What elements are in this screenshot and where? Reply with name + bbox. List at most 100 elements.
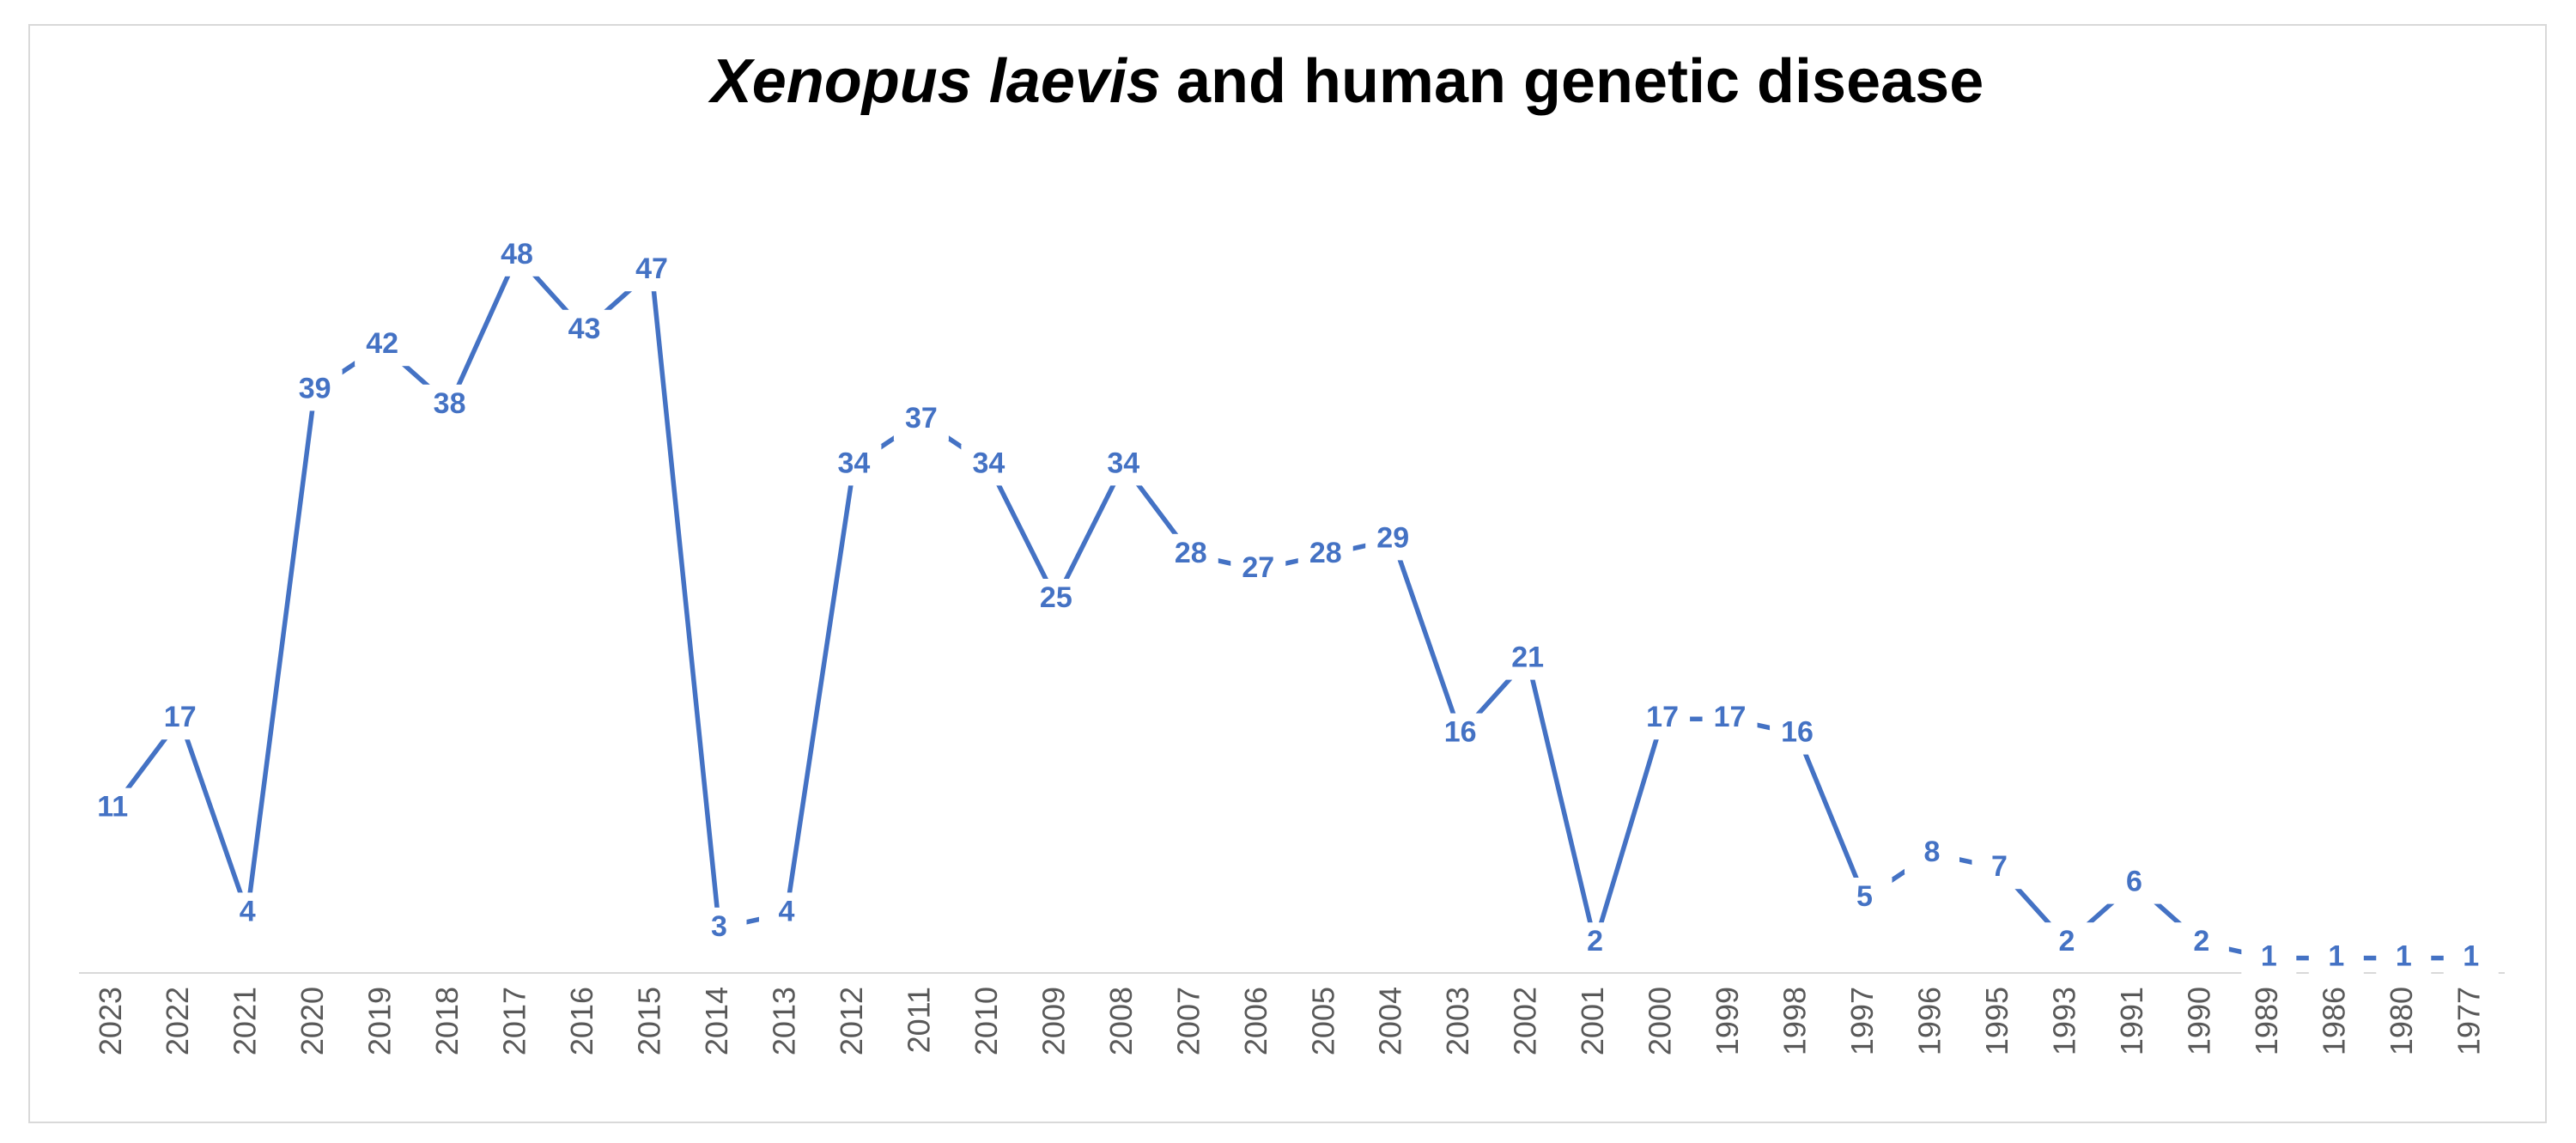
data-label: 43 xyxy=(568,313,601,345)
data-label: 1 xyxy=(2328,940,2344,973)
data-label: 3 xyxy=(711,910,727,943)
label-bg xyxy=(1096,444,1151,486)
label-bg xyxy=(826,444,882,486)
x-tick-label: 1995 xyxy=(1979,987,2014,1055)
data-label: 2 xyxy=(2058,925,2075,958)
label-bg xyxy=(2308,937,2364,979)
data-label: 28 xyxy=(1175,537,1207,569)
x-tick-label: 2020 xyxy=(295,987,330,1055)
x-tick-label: 2013 xyxy=(766,987,801,1055)
label-bg xyxy=(1567,922,1623,964)
data-label: 17 xyxy=(1646,701,1679,733)
label-bg xyxy=(2173,922,2229,964)
data-label: 34 xyxy=(838,447,871,479)
label-bg xyxy=(355,325,410,367)
x-tick-label: 2001 xyxy=(1575,987,1610,1055)
label-bg xyxy=(2443,937,2499,979)
label-bg xyxy=(1432,713,1488,755)
data-label: 5 xyxy=(1856,880,1873,913)
x-tick-label: 2016 xyxy=(564,987,599,1055)
data-label: 48 xyxy=(501,238,533,271)
label-bg xyxy=(2241,937,2297,979)
data-label: 38 xyxy=(434,387,466,420)
label-bg xyxy=(1770,713,1826,755)
data-label: 2 xyxy=(2193,925,2209,958)
chart-title: Xenopus laevis and human genetic disease xyxy=(708,47,1984,116)
label-bg xyxy=(220,892,276,934)
data-label: 11 xyxy=(97,791,128,824)
x-tick-label: 2003 xyxy=(1440,987,1475,1055)
data-label: 6 xyxy=(2126,866,2142,898)
label-bg xyxy=(1702,698,1758,740)
data-label: 16 xyxy=(1781,716,1814,749)
label-bg xyxy=(2038,922,2094,964)
label-bg xyxy=(758,892,814,934)
x-tick-label: 2018 xyxy=(429,987,465,1055)
title-rest: and human genetic disease xyxy=(1176,47,1984,116)
data-label: 27 xyxy=(1242,551,1274,584)
data-label: 34 xyxy=(972,447,1005,479)
x-tick-label: 2019 xyxy=(362,987,398,1055)
data-label: 16 xyxy=(1444,716,1477,749)
label-bg xyxy=(893,399,949,441)
label-bg xyxy=(1837,878,1893,919)
data-label: 17 xyxy=(164,701,197,733)
label-bg xyxy=(961,444,1017,486)
data-label: 4 xyxy=(778,895,794,927)
data-label: 1 xyxy=(2463,940,2479,973)
x-tick-label: 2015 xyxy=(632,987,667,1055)
data-label: 2 xyxy=(1587,925,1603,958)
x-tick-label: 2014 xyxy=(699,987,734,1055)
x-tick-label: 2006 xyxy=(1238,987,1273,1055)
x-tick-label: 1990 xyxy=(2181,987,2216,1055)
x-tick-label: 1998 xyxy=(1777,987,1813,1055)
label-bg xyxy=(1971,848,2027,890)
data-label: 21 xyxy=(1511,641,1544,674)
title-italic: Xenopus laevis xyxy=(708,47,1161,116)
data-label: 1 xyxy=(2261,940,2277,973)
data-label: 39 xyxy=(299,372,331,404)
x-tick-label: 2021 xyxy=(228,987,263,1055)
data-label: 8 xyxy=(1924,836,1941,868)
x-tick-label: 2010 xyxy=(969,987,1004,1055)
x-tick-label: 2022 xyxy=(160,987,195,1055)
label-bg xyxy=(489,234,545,277)
data-label: 17 xyxy=(1714,701,1747,733)
label-bg xyxy=(1028,579,1084,620)
x-tick-label: 2004 xyxy=(1373,987,1408,1055)
x-tick-label: 1993 xyxy=(2046,987,2081,1055)
x-tick-label: 2023 xyxy=(93,987,128,1055)
x-tick-label: 2000 xyxy=(1643,987,1678,1055)
label-bg xyxy=(691,907,747,949)
label-bg xyxy=(1163,533,1218,575)
label-bg xyxy=(556,309,612,351)
data-label: 7 xyxy=(1991,850,2008,883)
data-label: 47 xyxy=(635,252,668,285)
data-label: 34 xyxy=(1107,447,1139,479)
x-tick-label: 2005 xyxy=(1305,987,1340,1055)
x-tick-label: 1980 xyxy=(2384,987,2419,1055)
label-bg xyxy=(624,250,680,292)
x-tick-label: 2008 xyxy=(1103,987,1139,1055)
data-label: 1 xyxy=(2396,940,2412,973)
label-bg xyxy=(152,698,208,740)
x-tick-label: 2002 xyxy=(1508,987,1543,1055)
chart-border xyxy=(28,24,2547,1123)
label-bg xyxy=(1365,519,1421,561)
x-tick-label: 2009 xyxy=(1036,987,1071,1055)
data-label: 28 xyxy=(1309,537,1342,569)
x-tick-label: 2017 xyxy=(497,987,532,1055)
data-label: 4 xyxy=(240,895,256,927)
data-label: 42 xyxy=(366,327,398,360)
x-tick-label: 2012 xyxy=(834,987,869,1055)
x-tick-label: 2007 xyxy=(1170,987,1206,1055)
label-bg xyxy=(1500,638,1556,680)
x-tick-label: 1991 xyxy=(2114,987,2149,1055)
label-bg xyxy=(1904,832,1959,874)
x-tick-label: 2011 xyxy=(901,987,936,1053)
x-tick-label: 1977 xyxy=(2451,987,2486,1055)
label-bg xyxy=(1635,698,1691,740)
data-label: 37 xyxy=(905,402,938,435)
